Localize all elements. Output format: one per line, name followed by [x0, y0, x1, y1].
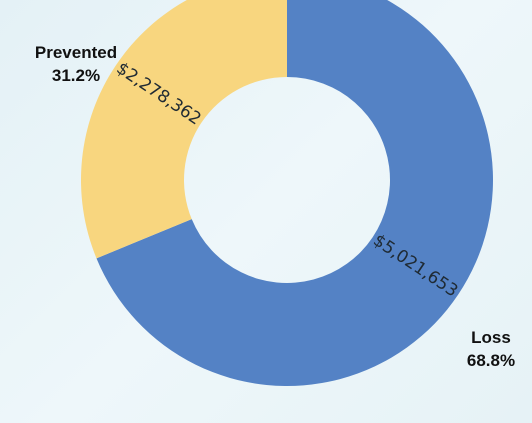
donut-slices [81, 0, 493, 386]
slice-loss [96, 0, 493, 386]
loss-percent-label: 68.8% [467, 351, 515, 370]
prevented-category-label: Prevented [35, 43, 117, 62]
slice-prevented [81, 0, 287, 259]
loss-category-label: Loss [471, 328, 511, 347]
prevented-percent-label: 31.2% [52, 66, 100, 85]
